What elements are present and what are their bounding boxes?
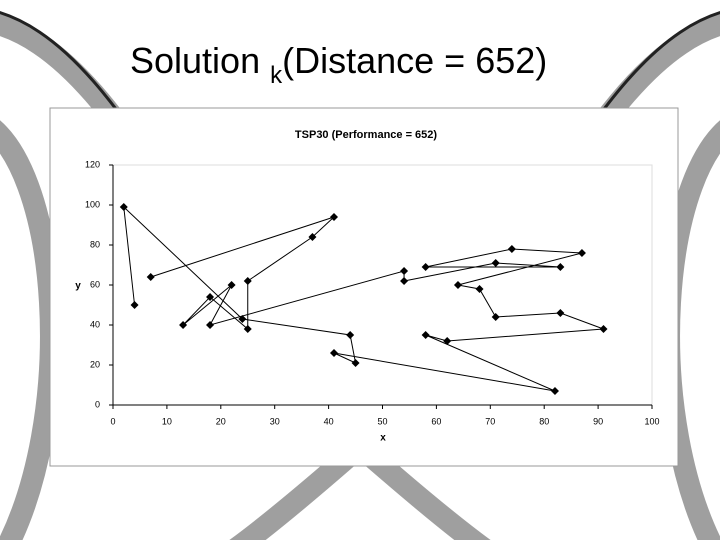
- city-marker: [421, 263, 430, 271]
- y-tick-label: 120: [85, 159, 100, 169]
- city-marker: [507, 245, 516, 253]
- x-tick-label: 60: [431, 416, 441, 426]
- city-marker: [238, 315, 247, 323]
- chart-area: [49, 107, 679, 467]
- city-marker: [179, 321, 188, 329]
- city-marker: [400, 267, 409, 275]
- city-marker: [475, 285, 484, 293]
- slide-title-suffix: (Distance = 652): [282, 40, 547, 81]
- chart-title: TSP30 (Performance = 652): [295, 129, 437, 141]
- city-marker: [491, 313, 500, 321]
- y-axis-label: y: [75, 281, 81, 292]
- city-marker: [400, 277, 409, 285]
- city-marker: [550, 387, 559, 395]
- y-tick-label: 40: [90, 319, 100, 329]
- y-tick-label: 80: [90, 239, 100, 249]
- city-marker: [329, 349, 338, 357]
- city-marker: [599, 325, 608, 333]
- city-marker: [556, 309, 565, 317]
- x-tick-label: 0: [110, 416, 115, 426]
- city-marker: [146, 273, 155, 281]
- city-marker: [577, 249, 586, 257]
- x-tick-label: 30: [270, 416, 280, 426]
- city-marker: [206, 321, 215, 329]
- y-tick-label: 20: [90, 359, 100, 369]
- city-marker: [491, 259, 500, 267]
- slide-title-subscript: k: [270, 62, 283, 89]
- y-tick-label: 0: [95, 399, 100, 409]
- x-tick-label: 90: [593, 416, 603, 426]
- city-marker: [308, 233, 317, 241]
- city-marker: [351, 359, 360, 367]
- x-tick-label: 10: [162, 416, 172, 426]
- x-tick-label: 70: [485, 416, 495, 426]
- city-marker: [329, 213, 338, 221]
- x-tick-label: 40: [324, 416, 334, 426]
- city-marker: [119, 203, 128, 211]
- city-marker: [227, 281, 236, 289]
- city-marker: [243, 277, 252, 285]
- city-marker: [556, 263, 565, 271]
- tour-line: [123, 205, 604, 392]
- x-tick-label: 50: [377, 416, 387, 426]
- city-marker: [443, 337, 452, 345]
- city-marker: [243, 325, 252, 333]
- x-tick-label: 100: [644, 416, 659, 426]
- slide-title-main: Solution: [130, 40, 270, 81]
- city-marker: [453, 281, 462, 289]
- city-marker: [346, 331, 355, 339]
- city-marker: [421, 331, 430, 339]
- y-tick-label: 60: [90, 279, 100, 289]
- city-marker: [206, 293, 215, 301]
- slide-title: Solution k(Distance = 652): [130, 40, 547, 90]
- x-axis-label: x: [380, 433, 386, 444]
- x-tick-label: 80: [539, 416, 549, 426]
- city-marker: [130, 301, 139, 309]
- x-tick-label: 20: [216, 416, 226, 426]
- y-tick-label: 100: [85, 199, 100, 209]
